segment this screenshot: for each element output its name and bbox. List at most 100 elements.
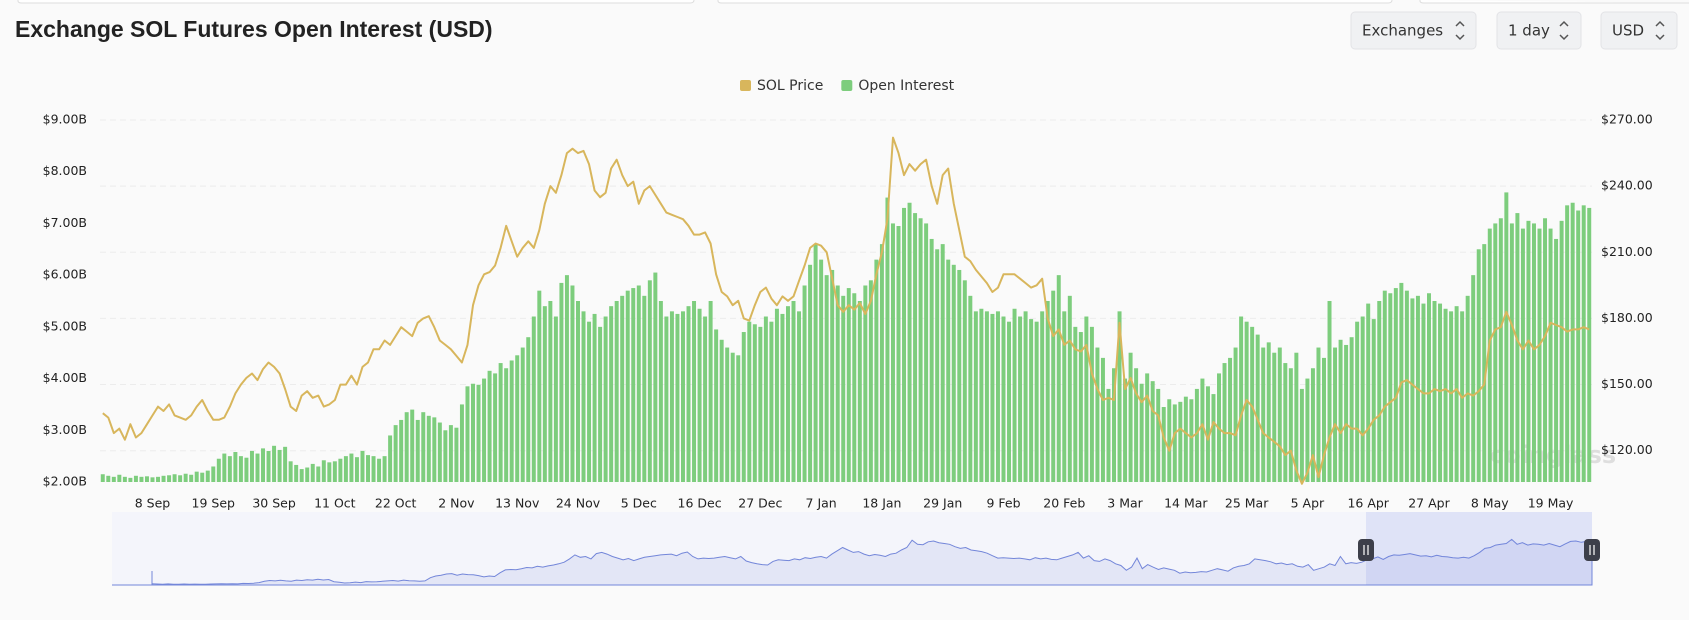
bar <box>868 280 873 482</box>
navigator-selection <box>1366 512 1592 585</box>
bar <box>642 295 647 482</box>
button[interactable] <box>1350 11 1477 50</box>
bar <box>1426 293 1431 482</box>
x-tick-label: 24 Nov <box>556 496 601 511</box>
button[interactable] <box>1496 11 1582 50</box>
bar <box>366 455 370 482</box>
bar <box>1565 205 1570 483</box>
bar <box>1404 290 1409 482</box>
x-tick-label: 13 Nov <box>495 496 540 511</box>
bar <box>531 316 536 482</box>
x-tick-label: 8 May <box>1471 496 1509 511</box>
bar <box>553 316 558 482</box>
bar <box>774 308 779 482</box>
legend-label: Open Interest <box>858 78 954 94</box>
bar <box>211 466 216 482</box>
bar <box>819 259 824 482</box>
button-label[interactable]: Exchanges <box>1362 22 1443 40</box>
bar <box>581 311 586 482</box>
bar <box>995 311 1000 482</box>
bar <box>564 275 569 482</box>
bar <box>117 474 122 482</box>
x-tick-label: 22 Oct <box>375 496 417 511</box>
x-tick-label: 5 Dec <box>621 496 657 511</box>
bar <box>1355 321 1360 482</box>
bar <box>1161 407 1166 482</box>
bar <box>863 285 868 482</box>
navigator-handle[interactable] <box>1584 539 1600 561</box>
bar <box>1056 275 1061 482</box>
bar <box>294 464 299 482</box>
bar <box>747 321 752 482</box>
bar <box>658 301 663 482</box>
bar <box>636 285 641 482</box>
bar <box>1145 373 1150 482</box>
navigator-handle[interactable] <box>1358 539 1374 561</box>
bar <box>354 457 359 482</box>
bar <box>570 285 575 482</box>
bar <box>752 324 757 482</box>
bar <box>1526 220 1531 483</box>
bar <box>1548 228 1553 482</box>
bar <box>1432 301 1437 482</box>
bar <box>156 476 161 482</box>
bar <box>1001 316 1006 482</box>
bar <box>692 301 697 482</box>
bar <box>327 462 332 482</box>
button[interactable] <box>1600 11 1678 50</box>
bar <box>675 313 680 482</box>
bar <box>1371 319 1376 482</box>
legend: SOL Price Open Interest <box>740 78 955 94</box>
bar <box>758 326 763 482</box>
bar <box>1194 388 1199 482</box>
y2-tick-label: $120.00 <box>1601 442 1653 457</box>
bar <box>189 474 194 482</box>
bar <box>388 435 393 482</box>
bar <box>984 311 989 482</box>
bar <box>785 306 790 482</box>
bar <box>1062 311 1067 482</box>
bar <box>686 306 691 482</box>
bar <box>1438 303 1443 482</box>
control-exchanges[interactable]: Exchanges <box>1350 11 1477 50</box>
legend-swatch <box>740 80 751 91</box>
handle-grip <box>1363 545 1369 555</box>
bar <box>631 288 636 482</box>
bar <box>1089 326 1094 482</box>
y-tick-label: $9.00B <box>43 112 87 127</box>
bar <box>150 477 155 482</box>
bar <box>1228 357 1233 482</box>
bar <box>526 337 531 482</box>
button-label[interactable]: 1 day <box>1508 22 1550 40</box>
bar <box>890 223 895 482</box>
bar <box>913 213 918 483</box>
bar <box>272 445 277 482</box>
bar <box>1520 228 1525 482</box>
bar <box>1266 342 1271 482</box>
bar <box>664 316 669 482</box>
bar <box>1277 347 1282 482</box>
bar <box>1294 352 1299 482</box>
bar <box>332 461 337 482</box>
top-tab <box>1419 0 1689 4</box>
title: Exchange SOL Futures Open Interest (USD) <box>15 16 493 42</box>
bar <box>797 311 802 482</box>
bar <box>780 313 785 482</box>
bar <box>266 450 271 482</box>
bar <box>1482 244 1487 482</box>
bar <box>741 332 746 482</box>
control-currency[interactable]: USD <box>1600 11 1678 50</box>
bar <box>1576 210 1581 482</box>
control-interval[interactable]: 1 day <box>1496 11 1582 50</box>
navigator-line <box>151 538 1593 586</box>
button-label[interactable]: USD <box>1612 22 1644 40</box>
bar <box>1007 321 1012 482</box>
bar <box>465 386 470 482</box>
bar <box>769 321 774 482</box>
bar <box>548 301 553 482</box>
bar <box>592 313 597 482</box>
y-tick-label: $4.00B <box>43 370 87 385</box>
bar <box>1465 295 1470 482</box>
bar <box>1476 249 1481 482</box>
x-tick-label: 5 Apr <box>1291 496 1325 511</box>
